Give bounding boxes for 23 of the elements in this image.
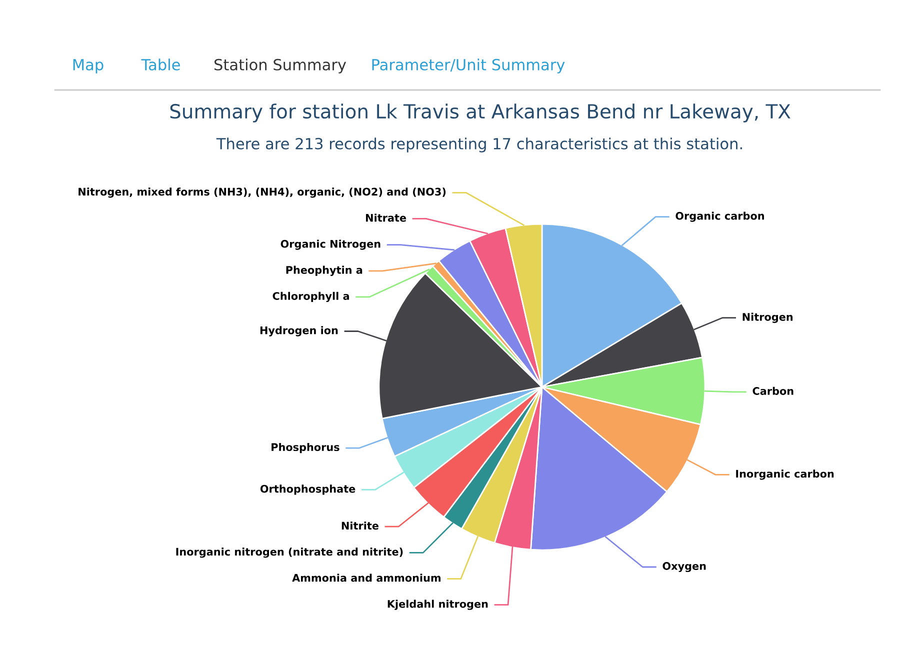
slice-label: Orthophosphate [260,484,356,495]
slice-label: Inorganic nitrogen (nitrate and nitrite) [176,548,403,558]
slice-label: Ammonia and ammonium [292,574,440,582]
text: Parameter/Unit Summary [372,58,565,74]
text: Table [141,58,180,70]
text: Station Summary [214,58,346,74]
chart-title: Summary for station Lk Travis at Arkansas Bend nr Lakeway, TX [170,104,790,122]
slice-label: Carbon [752,386,794,395]
chart-subtitle: There are 213 records representing 17 characteristics at this station. [216,138,742,152]
slice-label: Nitrate [366,214,406,222]
slice-label: Organic Nitrogen [280,240,380,250]
slice-label: Inorganic carbon [736,470,834,480]
slice-label: Nitrite [342,522,378,530]
text: Map [73,59,104,74]
slice-label: Chlorophyll a [272,292,349,302]
slice-label: Nitrogen, mixed forms (NH3), (NH4), organic, (NO2) and (NO3) [78,188,446,198]
slice-label: Phosphorus [272,442,340,454]
slice-label: Pheophytin a [286,266,362,276]
slice-label: Hydrogen ion [260,326,338,336]
slice-label: Oxygen [662,562,706,572]
slice-label: Nitrogen [742,312,793,323]
slice-label: Organic carbon [676,212,764,222]
slice-label: Kjeldahl nitrogen [388,600,488,610]
